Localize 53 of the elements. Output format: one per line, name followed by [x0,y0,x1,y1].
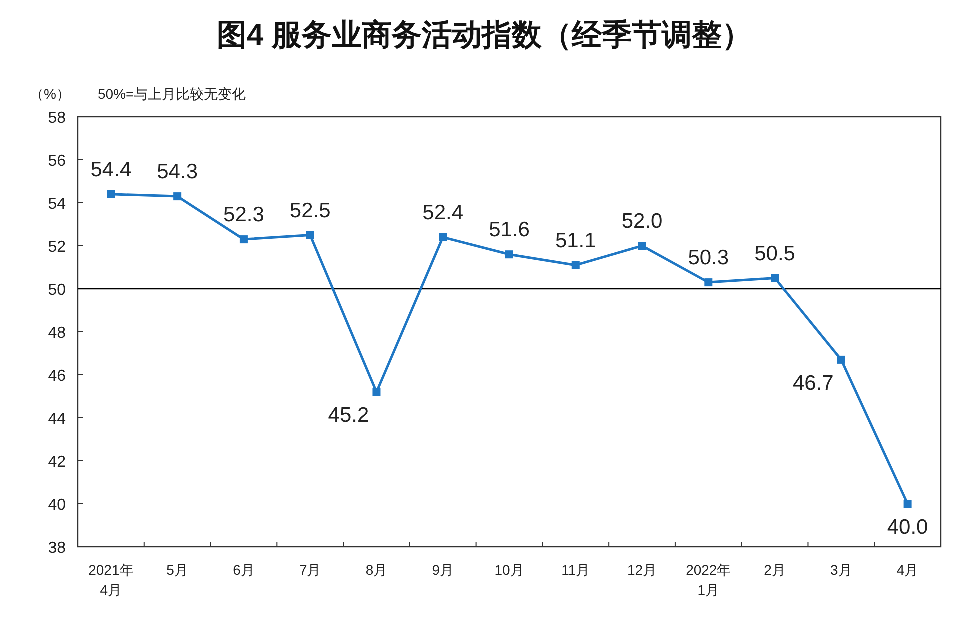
data-label: 40.0 [887,516,928,539]
text: 50%=与上月比较无变化 [98,86,246,102]
x-tick-label: 10月 [494,562,524,578]
point [306,231,314,240]
point [174,192,182,201]
point [439,233,448,242]
y-tick-label: 42 [48,454,66,471]
y-tick-label: 38 [48,540,66,557]
point [107,190,116,198]
x-tick-label: 3月 [830,562,852,578]
data-label: 52.3 [224,204,264,227]
y-tick-label: 52 [48,239,66,256]
y-tick-label: 48 [48,325,66,342]
chart-title: 图4 服务业商务活动指数（经季节调整） [216,18,752,52]
x-tick-label: 6月 [233,562,255,578]
point [771,274,780,282]
data-label: 51.1 [555,229,596,252]
y-tick-label: 56 [48,153,66,170]
data-label: 52.5 [290,199,331,222]
y-tick-label: 54 [48,196,66,213]
data-label: 54.4 [90,158,132,182]
data-label: 52.4 [422,201,464,224]
x-tick-label: 5月 [166,562,188,578]
point [638,242,646,250]
data-label: 51.6 [489,218,530,242]
y-axis-title: （%） [30,86,70,102]
point [704,278,713,287]
x-tick-label: 11月 [562,562,590,578]
point [372,388,381,396]
x-tick-label: 2月 [764,562,786,578]
data-label: 45.2 [328,404,370,428]
x-tick-label: 7月 [299,562,322,578]
data-label: 52.0 [622,210,663,233]
point [572,261,580,270]
point [904,500,912,508]
y-tick-label: 50 [48,282,66,299]
point [837,356,846,364]
x-tick-label: 4月 [896,562,919,578]
y-tick-label: 46 [48,368,66,385]
data-label: 50.5 [754,242,796,266]
x-tick-label: 2022年 1月 [686,562,732,598]
point [506,250,514,259]
y-tick-label: 40 [48,497,66,514]
data-label: 46.7 [792,372,834,395]
x-tick-label: 2021年 4月 [88,562,134,598]
y-tick-label: 58 [48,110,66,127]
x-tick-label: 8月 [366,562,388,578]
data-label: 54.3 [157,160,198,184]
point [240,236,248,244]
x-tick-label: 9月 [432,562,454,578]
x-tick-label: 12月 [627,562,658,578]
data-label: 50.3 [688,246,730,270]
y-tick-label: 44 [48,411,66,428]
